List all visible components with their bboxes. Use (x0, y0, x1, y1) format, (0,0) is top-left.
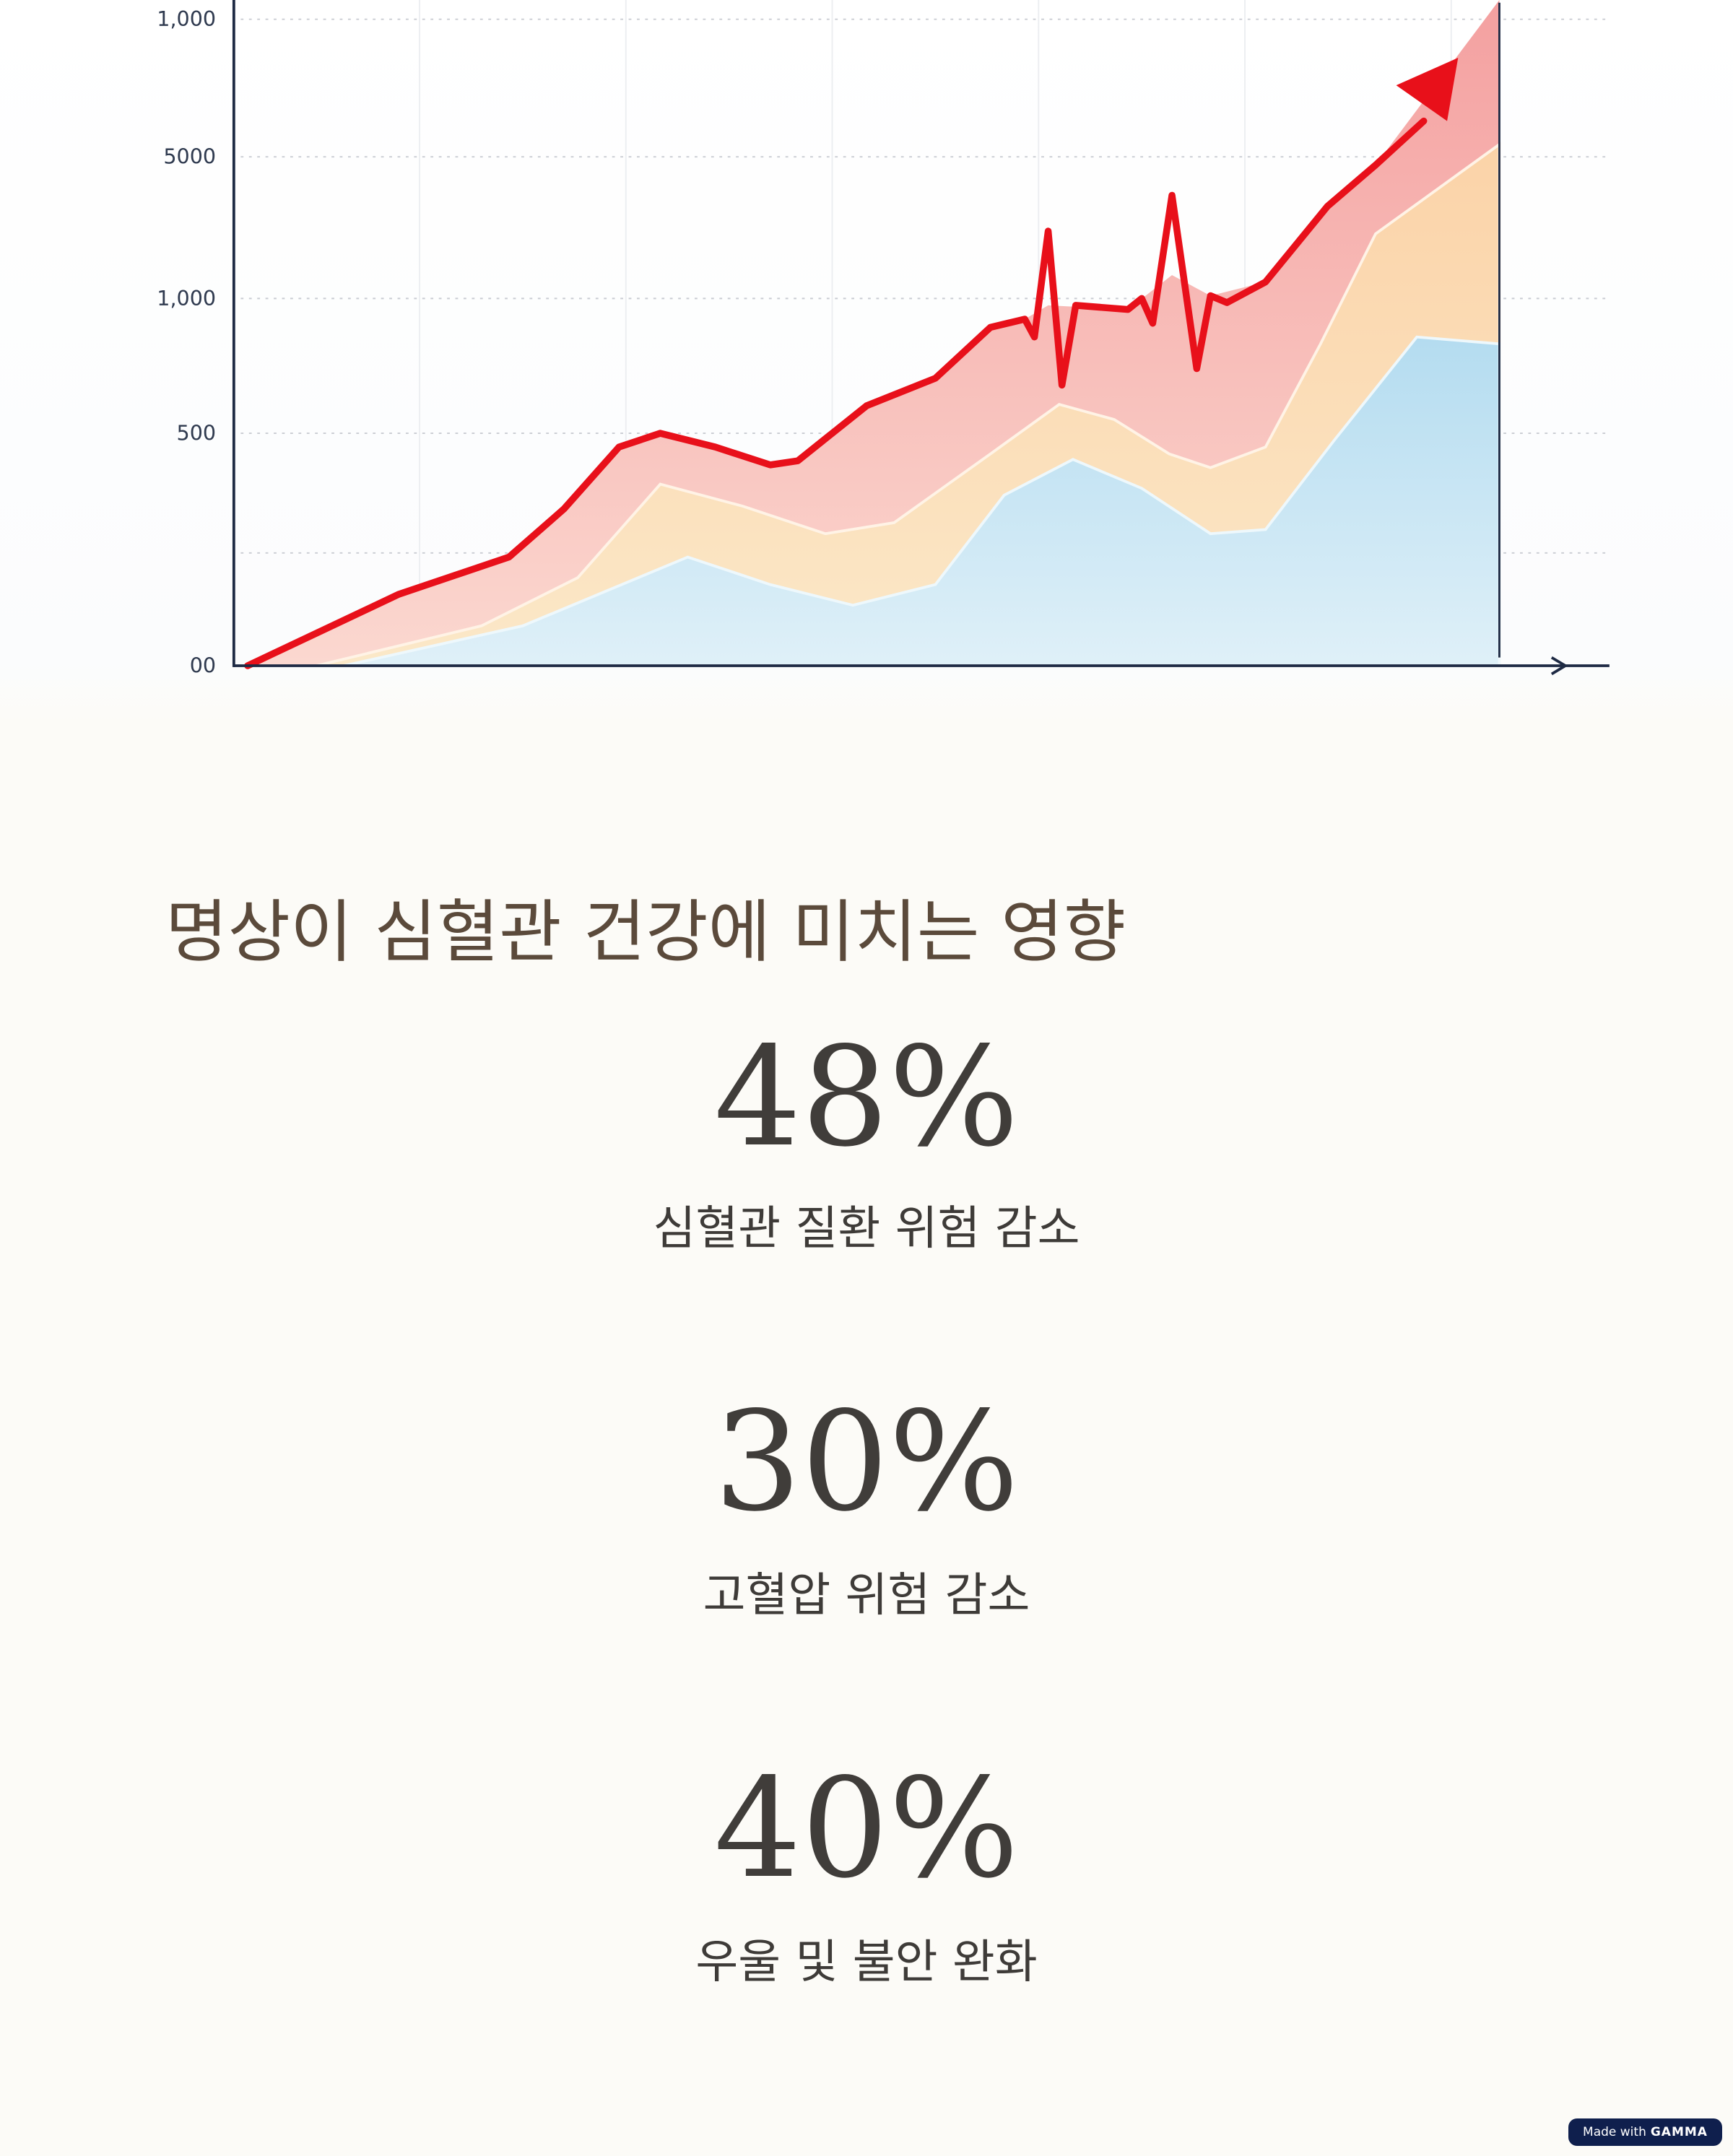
badge[interactable]: Made with GAMMA (1568, 2118, 1722, 2146)
stat-value: 40% (713, 1749, 1020, 1908)
stat-label: 심혈관 질환 위험 감소 (653, 1202, 1080, 1256)
stat-value: 30% (713, 1382, 1020, 1542)
stat-label: 우울 및 불안 완화 (695, 1936, 1038, 1989)
illustration: 1,000 5000 1,000 500 00 (0, 0, 1733, 722)
illustration-art: 1,000 5000 1,000 500 00 (157, 0, 1610, 678)
x-axis-arrow (1550, 656, 1568, 676)
trend-line (244, 117, 1428, 669)
axis-label: 1,000 (157, 6, 216, 31)
axis-label: 00 (190, 653, 216, 678)
axis-label: 5000 (163, 144, 216, 169)
badge-prefix: Made with (1583, 2125, 1646, 2139)
blue-area (343, 335, 1501, 667)
stat-label: 고혈압 위험 감소 (703, 1569, 1030, 1622)
trend-arrow (1396, 58, 1459, 121)
axis-label: 1,000 (157, 286, 216, 310)
axis-label: 500 (177, 421, 217, 445)
stat-value: 48% (713, 1017, 1020, 1177)
title: 명상이 심혈관 건강에 미치는 영향 (165, 893, 1126, 972)
axis-labels: 1,000 5000 1,000 500 00 (157, 6, 216, 677)
badge-brand: GAMMA (1650, 2125, 1708, 2139)
